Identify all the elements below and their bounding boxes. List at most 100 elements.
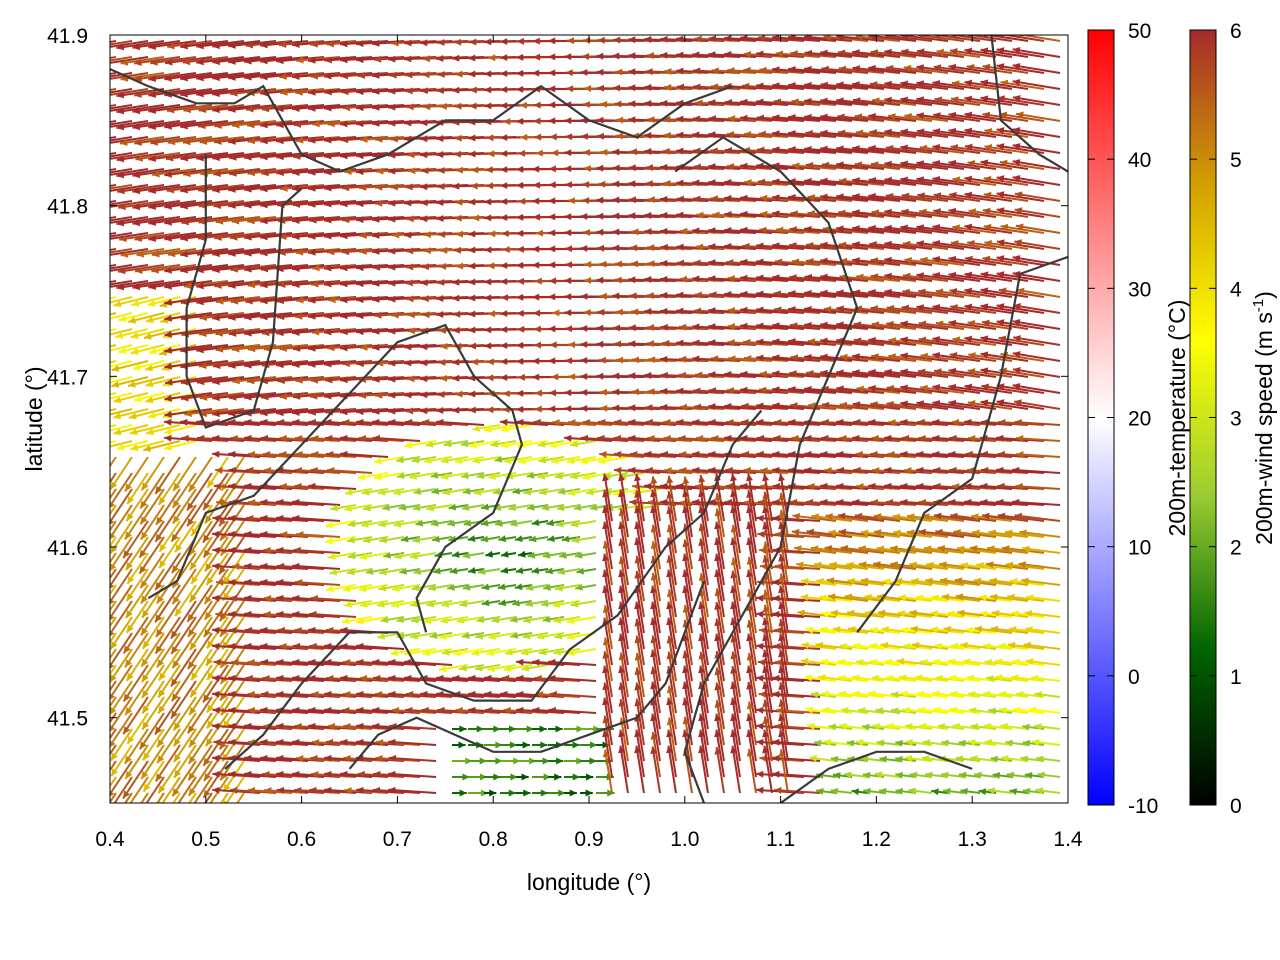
wind-arrow-shaft (629, 452, 677, 458)
wind-arrow-head (92, 709, 99, 717)
wind-arrow-shaft (837, 51, 885, 58)
wind-arrow-head (984, 239, 992, 247)
wind-arrow-head (100, 316, 108, 323)
wind-arrow-head (660, 195, 668, 203)
wind-arrow-head (324, 152, 332, 160)
wind-arrow-head (1014, 418, 1022, 426)
wind-arrow-shaft (312, 264, 357, 270)
wind-arrow-head (69, 220, 77, 227)
wind-arrow-shaft (164, 120, 213, 129)
wind-arrow-head (421, 295, 429, 303)
wind-arrow-head (871, 321, 880, 329)
wind-arrow-head (422, 71, 430, 79)
wind-arrow-head (247, 451, 256, 458)
wind-arrow-shaft (148, 88, 197, 97)
wind-arrow-head (260, 201, 268, 209)
wind-arrow-head (212, 250, 220, 258)
wind-arrow-shaft (164, 344, 213, 353)
wind-arrow-shaft (180, 264, 229, 272)
wind-arrow-head (804, 305, 812, 313)
wind-arrow-head (134, 59, 142, 66)
wind-arrow-head (726, 387, 735, 395)
wind-arrow-shaft (292, 516, 341, 522)
wind-arrow-head (516, 341, 524, 349)
wind-arrow-shaft (676, 420, 725, 426)
wind-arrow-head (628, 180, 636, 188)
wind-arrow-head (888, 113, 896, 121)
wind-arrow-head (597, 434, 605, 442)
wind-arrow-head (439, 374, 448, 382)
wind-arrow-head (676, 195, 684, 203)
wind-arrow-head (471, 214, 480, 222)
wind-arrow-head (520, 133, 528, 141)
wind-arrow-shaft (1012, 320, 1061, 330)
wind-arrow-head (324, 72, 332, 80)
wind-arrow-shaft (820, 83, 869, 90)
wind-arrow-shaft (292, 104, 341, 111)
wind-arrow-head (676, 35, 684, 43)
wind-arrow-shaft (772, 388, 821, 394)
wind-arrow-head (999, 367, 1008, 375)
wind-arrow-shaft (933, 369, 981, 378)
wind-arrow-head (486, 374, 494, 382)
wind-arrow-head (582, 229, 591, 236)
wind-arrow-shaft (888, 338, 933, 346)
wind-arrow-head (228, 361, 236, 369)
wind-arrow-head (118, 315, 127, 322)
wind-arrow-head (743, 50, 752, 58)
wind-arrow-head (372, 263, 381, 271)
wind-arrow-shaft (1000, 81, 1045, 90)
wind-arrow-head (295, 88, 303, 96)
wind-arrow-head (328, 296, 336, 304)
wind-arrow-shaft (110, 248, 149, 256)
wind-arrow-head (213, 170, 221, 177)
wind-arrow-shaft (110, 216, 133, 222)
wind-arrow-head (852, 145, 860, 153)
wind-arrow-head (982, 111, 991, 119)
wind-arrow-head (708, 307, 716, 315)
wind-arrow-head (484, 102, 492, 110)
wind-arrow-shaft (228, 484, 277, 490)
wind-arrow-head (455, 262, 464, 270)
wind-arrow-head (203, 549, 211, 558)
wind-arrow-head (500, 134, 508, 142)
wind-arrow-head (532, 197, 540, 205)
wind-arrow-shaft (982, 257, 1029, 266)
wind-arrow-shaft (981, 320, 1029, 330)
wind-arrow-head (132, 171, 141, 179)
wind-arrow-head (663, 83, 672, 91)
wind-arrow-head (964, 175, 973, 183)
wind-arrow-head (436, 86, 444, 94)
wind-arrow-shaft (294, 484, 341, 490)
wind-arrow-head (917, 368, 926, 376)
wind-arrow-head (357, 72, 366, 79)
wind-arrow-head (388, 103, 396, 111)
wind-arrow-shaft (964, 129, 1013, 138)
wind-arrow-shaft (996, 500, 1045, 506)
wind-arrow-head (452, 326, 460, 334)
wind-arrow-head (175, 544, 183, 553)
wind-arrow-head (804, 273, 813, 281)
wind-arrow-shaft (839, 259, 885, 266)
wind-arrow-head (950, 35, 957, 39)
wind-arrow-head (821, 434, 829, 442)
wind-arrow-head (216, 297, 224, 305)
wind-arrow-head (555, 472, 563, 480)
wind-arrow-shaft (110, 216, 149, 224)
wind-arrow-head (156, 516, 164, 525)
wind-arrow-head (1012, 142, 1021, 150)
wind-arrow-head (437, 230, 446, 238)
wind-arrow-head (327, 120, 335, 128)
wind-arrow-shaft (261, 360, 309, 367)
wind-arrow-shaft (120, 72, 165, 81)
wind-arrow-head (564, 213, 572, 221)
wind-arrow-head (276, 153, 284, 161)
wind-arrow-head (244, 329, 252, 337)
wind-arrow-head (405, 183, 413, 191)
wind-arrow-head (589, 504, 598, 511)
wind-arrow-shaft (885, 146, 933, 154)
wind-arrow-head (101, 124, 109, 131)
wind-arrow-head (198, 202, 207, 210)
wind-arrow-head (134, 91, 142, 98)
wind-arrow-head (173, 482, 181, 491)
